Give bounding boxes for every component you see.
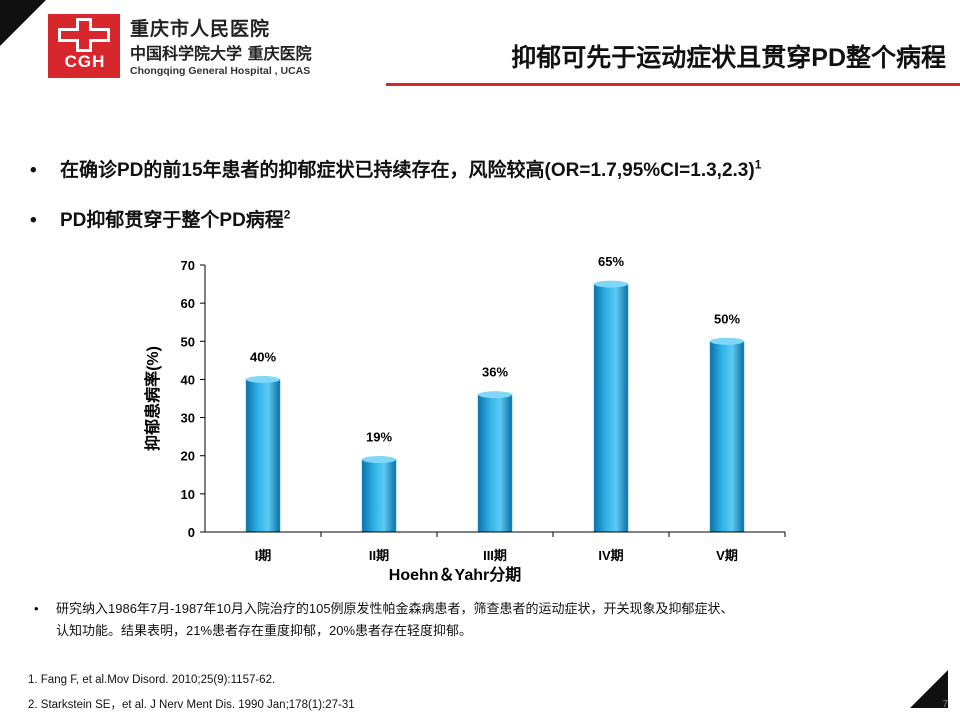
hospital-name-cn-line1: 重庆市人民医院 [130, 18, 271, 40]
prevalence-bar-chart: 0 10 20 30 40 50 60 70 40% 19% 36% 65% 50% I期 II期 III… [143, 254, 786, 584]
reference-1: 1. Fang F, et al.Mov Disord. 2010;25(9):… [28, 674, 276, 686]
bar-top [594, 280, 628, 288]
bullet-1-text: 在确诊PD的前15年患者的抑郁症状已持续存在，风险较高(OR=1.7,95%CI… [60, 160, 755, 181]
bar-top [246, 375, 280, 383]
bar-top [478, 391, 512, 399]
bar-top [362, 456, 396, 464]
reference-2: 2. Starkstein SE，et al. J Nerv Ment Dis.… [28, 699, 355, 711]
bullet-2: • PD抑郁贯穿于整个PD病程2 [30, 205, 290, 232]
data-label: 65% [598, 254, 624, 269]
bar-top [710, 337, 744, 345]
y-tick-label: 20 [181, 449, 195, 464]
y-tick-label: 40 [181, 372, 195, 387]
x-tick-label: II期 [369, 548, 389, 563]
bullet-dot: • [34, 601, 39, 616]
note-line-2: 认知功能。结果表明，21%患者存在重度抑郁，20%患者存在轻度抑郁。 [56, 623, 473, 638]
bullet-1-ref: 1 [754, 157, 762, 172]
bullet-dot: • [30, 160, 37, 181]
x-tick-label: IV期 [598, 548, 623, 563]
logo-text: CGH [64, 52, 106, 71]
bullet-dot: • [30, 210, 37, 231]
y-tick-label: 60 [181, 296, 195, 311]
hospital-name-cn-line2: 中国科学院大学 重庆医院 [130, 44, 312, 63]
bullet-1: • 在确诊PD的前15年患者的抑郁症状已持续存在，风险较高(OR=1.7,95%C… [30, 155, 761, 182]
bullet-2-ref: 2 [283, 207, 291, 222]
hospital-logo [48, 14, 120, 78]
y-tick-label: 30 [181, 411, 195, 426]
bar [361, 459, 397, 533]
data-label: 50% [714, 311, 740, 326]
page-number: 7 [942, 699, 948, 710]
x-tick-label: III期 [483, 548, 507, 563]
bar [477, 394, 513, 533]
data-label: 19% [366, 430, 392, 445]
x-tick-label: I期 [255, 548, 272, 563]
data-label: 36% [482, 365, 508, 380]
y-tick-label: 70 [181, 258, 195, 273]
slide-title: 抑郁可先于运动症状且贯穿PD整个病程 [511, 44, 946, 72]
bar [245, 379, 281, 533]
y-tick-label: 10 [181, 487, 195, 502]
title-underline [386, 83, 960, 86]
x-tick-label: V期 [716, 548, 738, 563]
bar [709, 341, 745, 533]
hospital-name-en: Chongqing General Hospital , UCAS [130, 65, 311, 77]
bullet-2-text: PD抑郁贯穿于整个PD病程 [60, 210, 284, 231]
y-tick-label: 0 [188, 525, 195, 540]
note-line-1: 研究纳入1986年7月-1987年10月入院治疗的105例原发性帕金森病患者，筛… [56, 601, 734, 616]
logo-cross-icon [58, 18, 110, 52]
bar [593, 283, 629, 533]
data-label: 40% [250, 349, 276, 364]
x-axis-label: Hoehn＆Yahr分期 [389, 565, 521, 584]
corner-triangle-top-left [0, 0, 46, 46]
corner-triangle-bottom-right [910, 670, 948, 708]
study-note: • 研究纳入1986年7月-1987年10月入院治疗的105例原发性帕金森病患者，… [34, 598, 914, 642]
y-tick-label: 50 [181, 334, 195, 349]
y-axis-label: 抑郁患病率(%) [143, 346, 162, 451]
